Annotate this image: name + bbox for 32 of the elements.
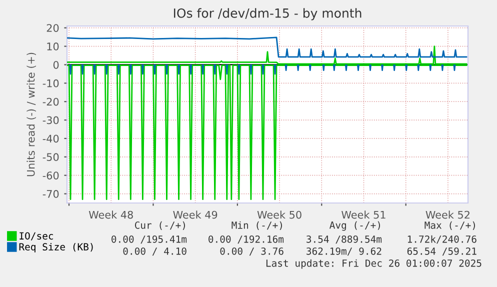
text: 1.72k/240.76	[408, 235, 476, 244]
text: Last update: Fri Dec 26 01:00:07 2025	[266, 259, 482, 269]
text: 0.00 /192.16m	[208, 235, 284, 244]
legend-label: Req Size (KB)	[19, 242, 93, 252]
y-tick-label: -50	[42, 153, 59, 162]
x-tick-label: Week 51	[342, 210, 386, 219]
y-tick-label: -70	[42, 190, 59, 198]
text: 0.00 /195.41m	[112, 235, 187, 244]
chart-title: IOs for /dev/dm-15 - by month	[174, 8, 362, 20]
y-tick-label: 20	[46, 24, 59, 32]
text: Avg (-/+)	[330, 221, 380, 231]
x-tick-label: Week 50	[257, 210, 302, 219]
y-tick-label: 0	[53, 60, 59, 69]
x-tick-label: Week 49	[173, 210, 218, 219]
text: 3.54 /889.54m	[306, 235, 382, 244]
y-tick-label: -40	[42, 134, 59, 143]
text: 362.19m/ 9.62	[306, 247, 382, 256]
y-tick-label: -10	[42, 79, 59, 88]
text: Max (-/+)	[424, 221, 475, 230]
y-tick-label: -20	[42, 98, 59, 106]
x-tick-label: Week 52	[426, 210, 470, 219]
y-tick-label: -30	[42, 116, 59, 124]
y-tick-label: -60	[42, 172, 59, 180]
text: 65.54 /59.21	[407, 247, 476, 256]
text: 0.00 / 3.76	[220, 247, 284, 256]
y-tick-label: 10	[47, 42, 59, 50]
x-tick-label: Week 48	[88, 210, 133, 219]
text: Min (-/+)	[232, 221, 282, 230]
y-axis-title: Units read (-) / write (+)	[26, 52, 36, 176]
text: 0.00 / 4.10	[123, 247, 186, 256]
text: Cur (-/+)	[134, 221, 185, 230]
legend-label: IO/sec	[20, 232, 53, 240]
